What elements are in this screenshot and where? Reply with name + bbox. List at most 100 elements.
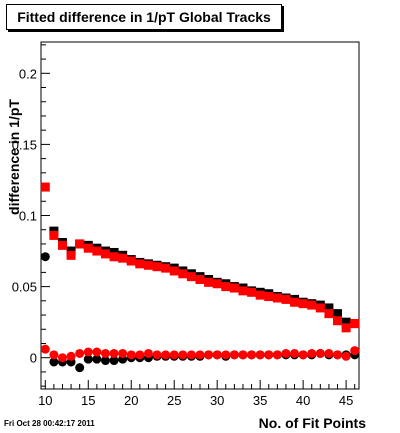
data-point-circle	[152, 350, 162, 360]
data-point-circle	[212, 350, 222, 360]
x-tick-label: 45	[339, 393, 353, 408]
data-point-square	[229, 283, 239, 293]
data-point-circle	[255, 350, 265, 360]
data-point-circle	[204, 350, 214, 360]
data-point-square	[195, 274, 205, 284]
data-point-circle	[92, 354, 102, 364]
data-point-square	[212, 279, 222, 289]
timestamp-footer: Fri Oct 28 00:42:17 2011	[4, 419, 95, 428]
data-point-square	[315, 303, 325, 313]
data-point-circle	[100, 356, 110, 366]
data-point-square	[126, 256, 136, 266]
data-point-square	[298, 299, 308, 309]
data-point-circle	[40, 252, 50, 262]
y-tick-label: 0.15	[12, 137, 37, 152]
y-axis-label: difference in 1/pT	[6, 99, 22, 215]
data-point-circle	[264, 350, 274, 360]
data-point-square	[350, 319, 360, 329]
data-point-square	[83, 243, 93, 253]
data-point-square	[324, 303, 334, 313]
data-point-circle	[40, 344, 50, 354]
data-point-circle	[126, 350, 136, 360]
data-point-square	[221, 282, 231, 292]
data-point-circle	[75, 363, 85, 373]
data-point-circle	[100, 348, 110, 358]
x-tick-label: 15	[81, 393, 95, 408]
data-point-circle	[307, 348, 317, 358]
data-point-circle	[83, 347, 93, 357]
data-point-square	[109, 252, 119, 262]
x-tick-label: 40	[296, 393, 310, 408]
data-point-square	[178, 269, 188, 279]
data-point-square	[264, 292, 274, 302]
plot-frame	[40, 41, 360, 390]
y-tick-label: 0	[30, 351, 37, 366]
x-tick-label: 20	[124, 393, 138, 408]
data-point-circle	[75, 348, 85, 358]
data-point-circle	[221, 350, 231, 360]
x-axis-label: No. of Fit Points	[259, 415, 367, 431]
data-point-square	[341, 317, 351, 327]
series-red-circles	[40, 344, 360, 363]
data-point-circle	[109, 356, 119, 366]
data-point-square	[290, 297, 300, 307]
data-point-circle	[49, 357, 59, 367]
data-point-square	[143, 260, 153, 270]
data-point-circle	[143, 348, 153, 358]
data-point-circle	[118, 348, 128, 358]
data-point-circle	[272, 350, 282, 360]
data-point-circle	[341, 351, 351, 361]
data-marks	[40, 182, 360, 373]
data-point-circle	[83, 354, 93, 364]
data-point-circle	[66, 351, 76, 361]
data-point-square	[152, 262, 162, 272]
data-point-square	[66, 250, 76, 260]
data-point-square	[57, 240, 67, 250]
data-point-square	[186, 272, 196, 282]
data-point-circle	[135, 350, 145, 360]
data-point-circle	[247, 350, 257, 360]
data-point-square	[333, 316, 343, 326]
y-tick-label: 0.05	[12, 280, 37, 295]
data-point-square	[324, 309, 334, 319]
data-point-square	[100, 249, 110, 259]
x-tick-label: 30	[210, 393, 224, 408]
data-point-circle	[350, 346, 360, 356]
data-point-circle	[186, 350, 196, 360]
y-tick-label: 0.1	[19, 209, 37, 224]
data-point-square	[272, 293, 282, 303]
data-point-square	[255, 290, 265, 300]
data-point-square	[40, 182, 50, 192]
data-point-square	[118, 253, 128, 263]
data-point-circle	[324, 348, 334, 358]
data-point-circle	[333, 350, 343, 360]
x-tick-label: 25	[167, 393, 181, 408]
data-point-square	[161, 263, 171, 273]
data-point-circle	[161, 350, 171, 360]
data-point-circle	[238, 350, 248, 360]
data-point-square	[307, 300, 317, 310]
data-point-circle	[92, 347, 102, 357]
data-point-circle	[281, 348, 291, 358]
data-point-square	[75, 239, 85, 249]
data-point-circle	[298, 350, 308, 360]
chart-title: Fitted difference in 1/pT Global Tracks	[17, 9, 271, 25]
data-point-square	[341, 323, 351, 333]
x-tick-label: 35	[253, 393, 267, 408]
data-point-square	[333, 309, 343, 319]
data-point-square	[92, 246, 102, 256]
data-point-circle	[49, 350, 59, 360]
axes: 10 15 20 25 30 35 40 45 0 0.05 0.1 0.15 0.2	[12, 44, 356, 408]
data-point-circle	[109, 348, 119, 358]
data-point-square	[238, 286, 248, 296]
data-point-circle	[290, 348, 300, 358]
data-point-square	[135, 259, 145, 269]
x-tick-label: 10	[38, 393, 52, 408]
data-point-square	[169, 266, 179, 276]
data-point-circle	[315, 348, 325, 358]
data-point-square	[247, 287, 257, 297]
data-point-square	[204, 277, 214, 287]
data-point-circle	[195, 350, 205, 360]
chart-title-box: Fitted difference in 1/pT Global Tracks	[6, 4, 282, 30]
